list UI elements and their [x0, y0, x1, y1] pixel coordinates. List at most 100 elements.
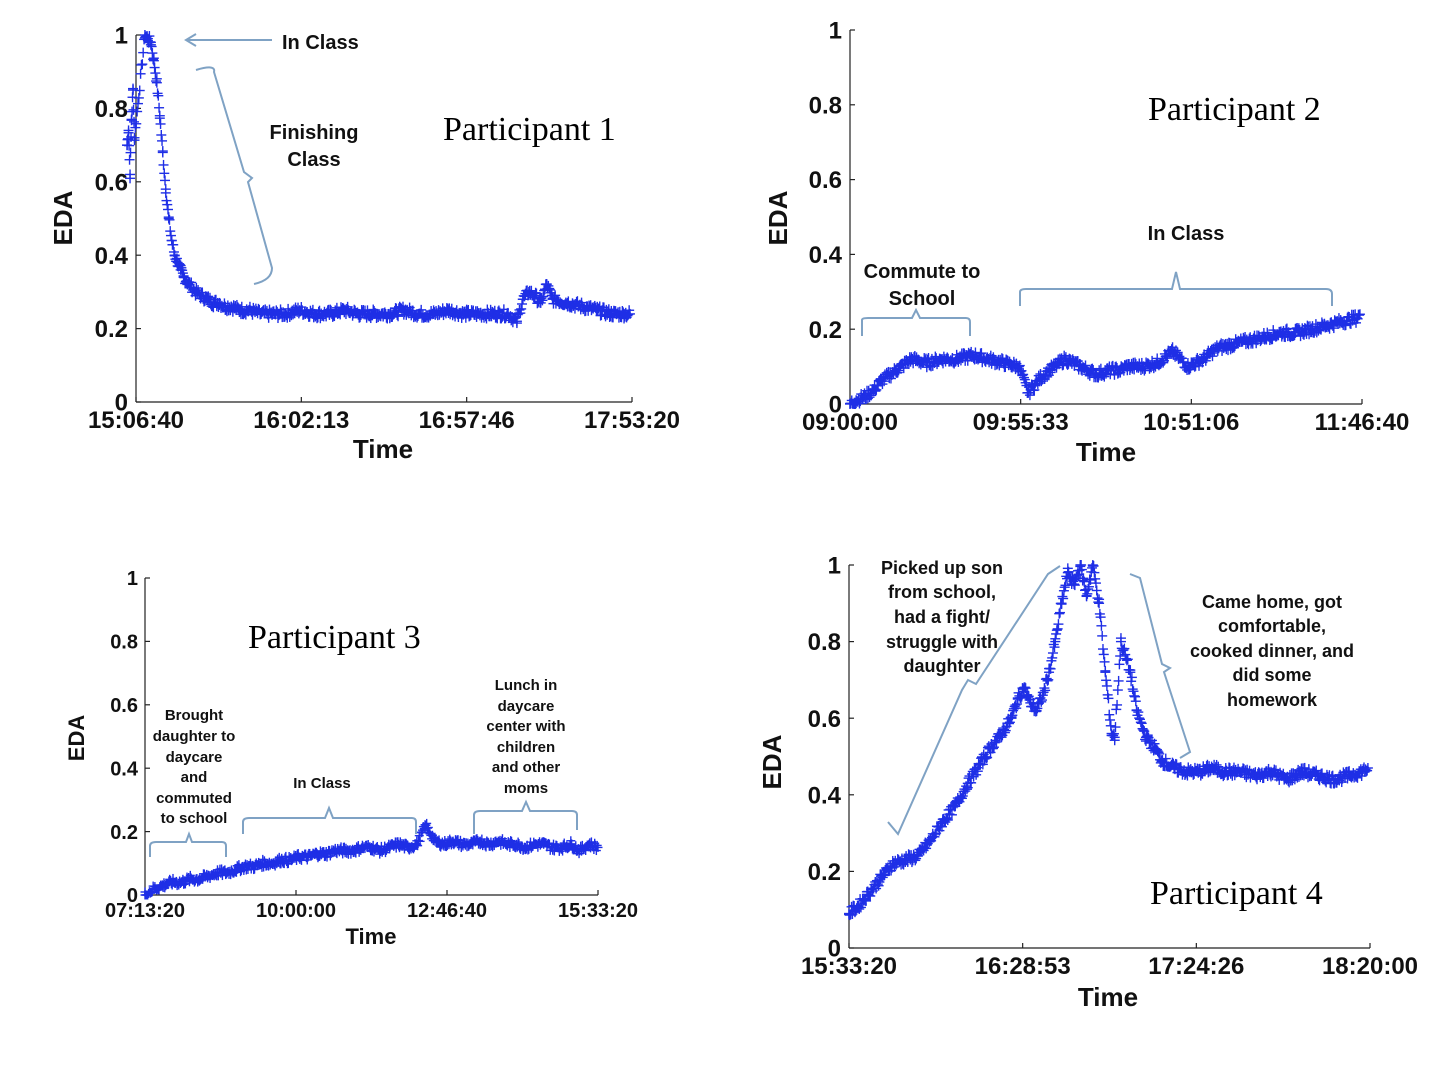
p2-x-tick-label: 11:46:40: [1315, 409, 1410, 436]
p2-x-tick-label: 10:51:06: [1143, 409, 1239, 436]
data-point: [475, 836, 485, 846]
p1-y-label: EDA: [48, 190, 78, 245]
p1-in-class-label: In Class: [282, 32, 359, 54]
data-point: [1044, 365, 1055, 376]
p3-x-tick-label: 10:00:00: [256, 900, 336, 922]
p1-y-tick-label: 0.6: [95, 169, 128, 196]
p2-commute-bracket: [861, 307, 971, 336]
p1-y-tick-label: 0.8: [95, 96, 128, 123]
data-point: [851, 395, 862, 406]
data-point: [1136, 361, 1147, 372]
data-point: [158, 880, 168, 890]
p1-x-label: Time: [353, 434, 413, 464]
p3-data-points: [140, 818, 603, 900]
p3-lunch-bracket: [473, 799, 578, 834]
p3-lunch-line-3: center with: [486, 718, 565, 735]
data-point: [1060, 354, 1071, 365]
data-point: [267, 858, 277, 868]
data-point: [126, 114, 137, 125]
data-point: [511, 839, 521, 849]
p3-y-tick-label: 0.8: [110, 632, 138, 654]
data-point: [1354, 309, 1365, 320]
data-point: [860, 391, 871, 402]
data-point: [413, 308, 424, 319]
data-point: [1305, 324, 1316, 335]
data-point: [502, 839, 512, 849]
data-point: [267, 308, 278, 319]
data-point: [160, 184, 171, 195]
p1-finishing-label-2: Class: [287, 149, 340, 171]
p3-x-tick-label: 12:46:40: [407, 900, 487, 922]
p3-lunch-line-4: children: [497, 739, 555, 756]
data-point: [521, 842, 531, 852]
data-point: [145, 887, 155, 897]
data-point: [125, 169, 136, 180]
data-point: [203, 871, 213, 881]
data-point: [249, 861, 259, 871]
data-point: [502, 308, 513, 319]
p3-x-tick-label: 15:33:20: [558, 900, 638, 922]
p3-in-class-bracket: [242, 805, 417, 834]
data-point: [303, 852, 313, 862]
data-point: [167, 877, 177, 887]
data-point: [235, 305, 246, 316]
data-point: [575, 846, 585, 856]
data-point: [357, 842, 367, 852]
data-point: [1115, 365, 1126, 376]
data-point: [1167, 346, 1178, 357]
data-point: [148, 55, 159, 66]
data-point: [443, 305, 454, 316]
data-point: [983, 354, 994, 365]
p4-y-tick-label: 1: [828, 553, 841, 580]
data-point: [312, 849, 322, 859]
p3-y-tick-label: 1: [127, 568, 138, 590]
data-point: [240, 861, 250, 871]
data-point: [244, 305, 255, 316]
data-point: [541, 279, 552, 290]
data-point: [324, 308, 335, 319]
p3-brought-line-4: and: [181, 769, 208, 786]
data-point: [428, 308, 439, 319]
data-point: [607, 308, 618, 319]
data-point: [430, 836, 440, 846]
p1-dense-trace: [122, 31, 635, 329]
data-point: [529, 290, 540, 301]
p3-lunch-line-1: Lunch in: [495, 677, 558, 694]
p1-x-tick-label: 16:57:46: [419, 407, 515, 434]
data-point: [330, 846, 340, 856]
p1-y-tick-label: 0.4: [95, 243, 129, 270]
data-point: [577, 301, 588, 312]
p2-y-label: EDA: [763, 190, 793, 245]
data-point: [222, 868, 232, 878]
data-point: [517, 294, 528, 305]
data-point: [1106, 365, 1117, 376]
data-point: [149, 884, 159, 894]
data-point: [169, 250, 180, 261]
p1-y-tick-label: 0.2: [95, 316, 128, 343]
p3-brought-line-3: daycare: [166, 749, 223, 766]
data-point: [383, 308, 394, 319]
data-point: [403, 842, 413, 852]
p3-lunch-line-5: and other: [492, 759, 560, 776]
p2-title: Participant 2: [1148, 91, 1321, 128]
p3-brought-bracket: [149, 831, 227, 857]
p1-x-tick-label: 17:53:20: [584, 407, 680, 434]
data-point: [584, 839, 594, 849]
data-point: [493, 836, 503, 846]
p2-commute-label-1: Commute to: [864, 261, 981, 283]
p3-brought-line-1: Brought: [165, 707, 223, 724]
p3-y-tick-label: 0.6: [110, 695, 138, 717]
data-point: [214, 297, 225, 308]
p2-x-tick-label: 09:55:33: [973, 409, 1069, 436]
p2-in-class-bracket: [1019, 271, 1333, 306]
data-point: [294, 305, 305, 316]
p3-brought-line-2: daughter to: [153, 728, 236, 745]
p4-axis-ticks: 15:33:20 16:28:53 17:24:26 18:20:00 0 0.2 0.4 0…: [801, 553, 1418, 980]
p4-y-tick-label: 0.6: [808, 706, 841, 733]
p3-lunch-line-6: moms: [504, 780, 548, 797]
data-point: [845, 399, 855, 409]
p2-y-tick-label: 0.2: [809, 317, 842, 344]
data-point: [285, 855, 295, 865]
data-point: [190, 286, 201, 297]
p2-y-tick-label: 0.8: [809, 92, 842, 119]
